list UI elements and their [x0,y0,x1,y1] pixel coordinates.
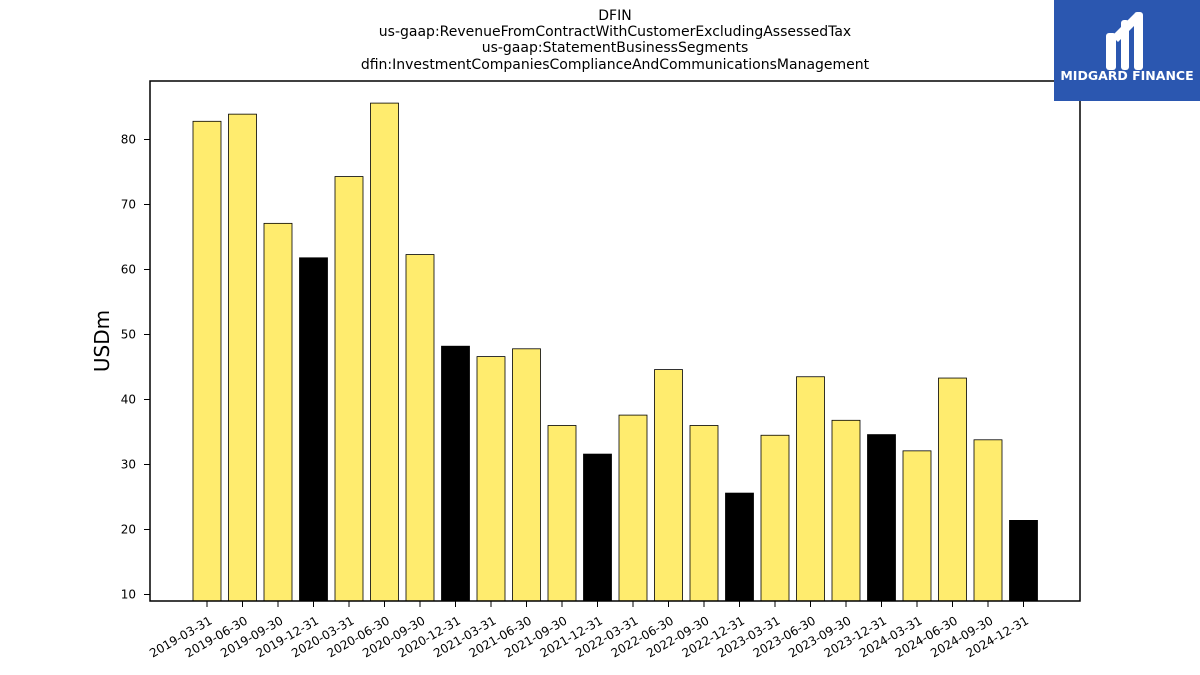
y-tick-label: 20 [121,523,136,537]
bar [476,356,506,602]
y-tick-label: 50 [121,328,136,342]
y-tick-label: 30 [121,458,136,472]
bar [867,434,896,602]
bar [725,492,754,602]
bar [192,120,222,602]
bar [370,102,399,602]
bars [192,102,1038,602]
bar [263,222,293,602]
plot-area-frame [149,80,1081,602]
logo: MIDGARD FINANCE [1054,0,1200,101]
chart-title-line: dfin:InvestmentCompaniesComplianceAndCom… [361,57,870,73]
bar [938,377,967,602]
y-tick-label: 60 [121,263,136,277]
bar [547,425,577,602]
bar [796,376,825,602]
bar [831,419,861,602]
bar [973,439,1003,602]
chart-title: DFIN us-gaap:RevenueFromContractWithCust… [361,8,870,73]
chart-title-line: DFIN [598,8,631,24]
bar [618,414,648,602]
bar [228,113,257,602]
bar [334,176,364,602]
bar [760,434,790,602]
chart-title-line: us-gaap:RevenueFromContractWithCustomerE… [379,24,851,40]
bar [689,425,719,602]
y-tick-label: 80 [121,133,136,147]
bar [441,345,470,602]
y-tick-label: 70 [121,198,136,212]
bar [902,450,932,602]
y-tick-label: 40 [121,393,136,407]
y-tick-label: 10 [121,588,136,602]
chart-title-line: us-gaap:StatementBusinessSegments [482,40,749,56]
bar [1009,520,1038,602]
logo-text: MIDGARD FINANCE [1060,68,1193,83]
x-axis-ticks: 2019-03-312019-06-302019-09-302019-12-31… [147,601,1031,660]
bar [405,254,435,602]
y-axis-label: USDm [90,310,114,372]
bar [512,348,541,602]
bar [583,453,612,602]
y-axis-ticks: 10 20 30 40 50 60 70 80 [121,133,150,602]
bar [654,369,683,602]
midgard-monogram-icon [1106,12,1143,70]
bar [299,257,328,602]
